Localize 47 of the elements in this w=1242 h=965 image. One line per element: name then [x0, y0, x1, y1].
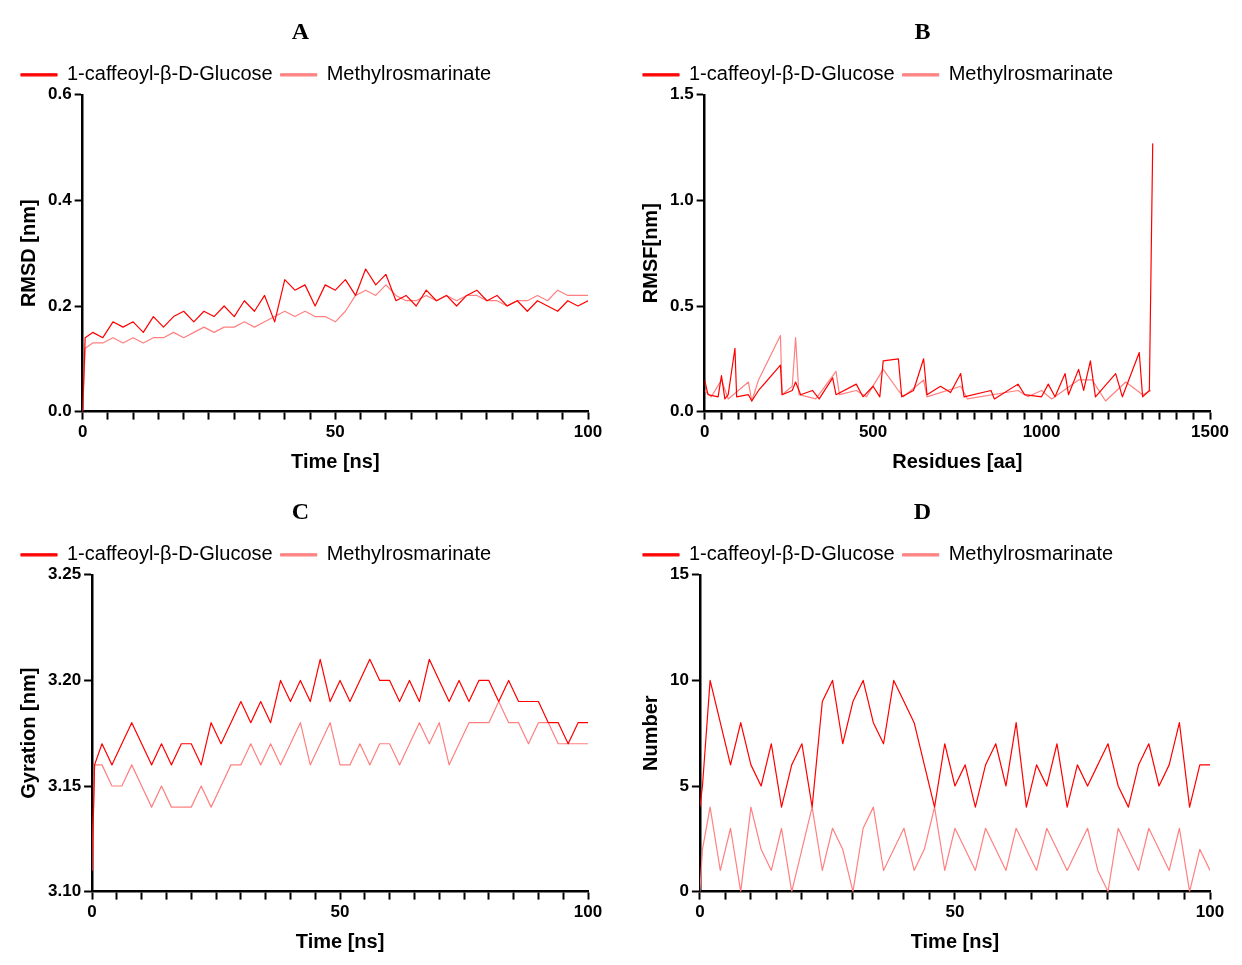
x-tick-label: 1000: [1022, 422, 1061, 442]
x-tick-label: 100: [1195, 902, 1225, 922]
y-tick-label: 3.10: [47, 881, 82, 901]
y-tick-label: 10: [669, 670, 689, 690]
y-tick-label: 0.5: [669, 295, 694, 315]
x-axis-title: Time [ns]: [291, 449, 380, 472]
legend-label: 1-caffeoyl-β-D-Glucose: [689, 542, 895, 565]
legend-label: Methylrosmarinate: [326, 62, 492, 85]
chart-title: C: [291, 497, 310, 524]
x-tick-label: 100: [573, 422, 603, 442]
y-tick-label: 5: [679, 775, 689, 795]
legend-label: Methylrosmarinate: [326, 542, 492, 565]
x-tick-label: 100: [573, 902, 603, 922]
y-tick-label: 1.0: [669, 190, 694, 210]
x-tick-label: 0: [699, 422, 710, 442]
y-axis-title: Number: [638, 695, 661, 771]
x-axis-title: Residues [aa]: [892, 449, 1023, 472]
y-tick-label: 0.0: [669, 401, 694, 421]
y-tick-label: 0.6: [47, 84, 72, 104]
chart-title: D: [913, 497, 932, 524]
y-tick-label: 3.20: [47, 670, 82, 690]
x-tick-label: 50: [330, 902, 350, 922]
y-tick-label: 3.25: [47, 564, 82, 584]
x-axis-title: Time [ns]: [910, 929, 1000, 952]
y-axis-title: Gyration [nm]: [16, 667, 39, 799]
y-tick-label: 0.4: [47, 190, 73, 210]
legend-label: Methylrosmarinate: [948, 62, 1114, 85]
y-axis-title: RMSD [nm]: [16, 199, 39, 308]
y-tick-label: 0.0: [47, 401, 72, 421]
x-tick-label: 500: [858, 422, 888, 442]
y-tick-label: 3.15: [47, 775, 82, 795]
legend-label: 1-caffeoyl-β-D-Glucose: [67, 542, 273, 565]
x-tick-label: 1500: [1191, 422, 1229, 442]
chart-title: B: [914, 17, 931, 44]
y-tick-label: 1.5: [669, 84, 694, 104]
legend-label: 1-caffeoyl-β-D-Glucose: [689, 62, 895, 85]
x-tick-label: 50: [945, 902, 965, 922]
y-tick-label: 15: [669, 564, 689, 584]
x-tick-label: 0: [87, 902, 97, 922]
y-tick-label: 0: [679, 881, 689, 901]
chart-title: A: [291, 17, 310, 44]
x-axis-title: Time [ns]: [295, 929, 385, 952]
y-axis-title: RMSF[nm]: [638, 203, 661, 304]
legend-label: Methylrosmarinate: [948, 542, 1114, 565]
legend-label: 1-caffeoyl-β-D-Glucose: [67, 62, 273, 85]
x-tick-label: 50: [325, 422, 345, 442]
y-tick-label: 0.2: [47, 295, 72, 315]
